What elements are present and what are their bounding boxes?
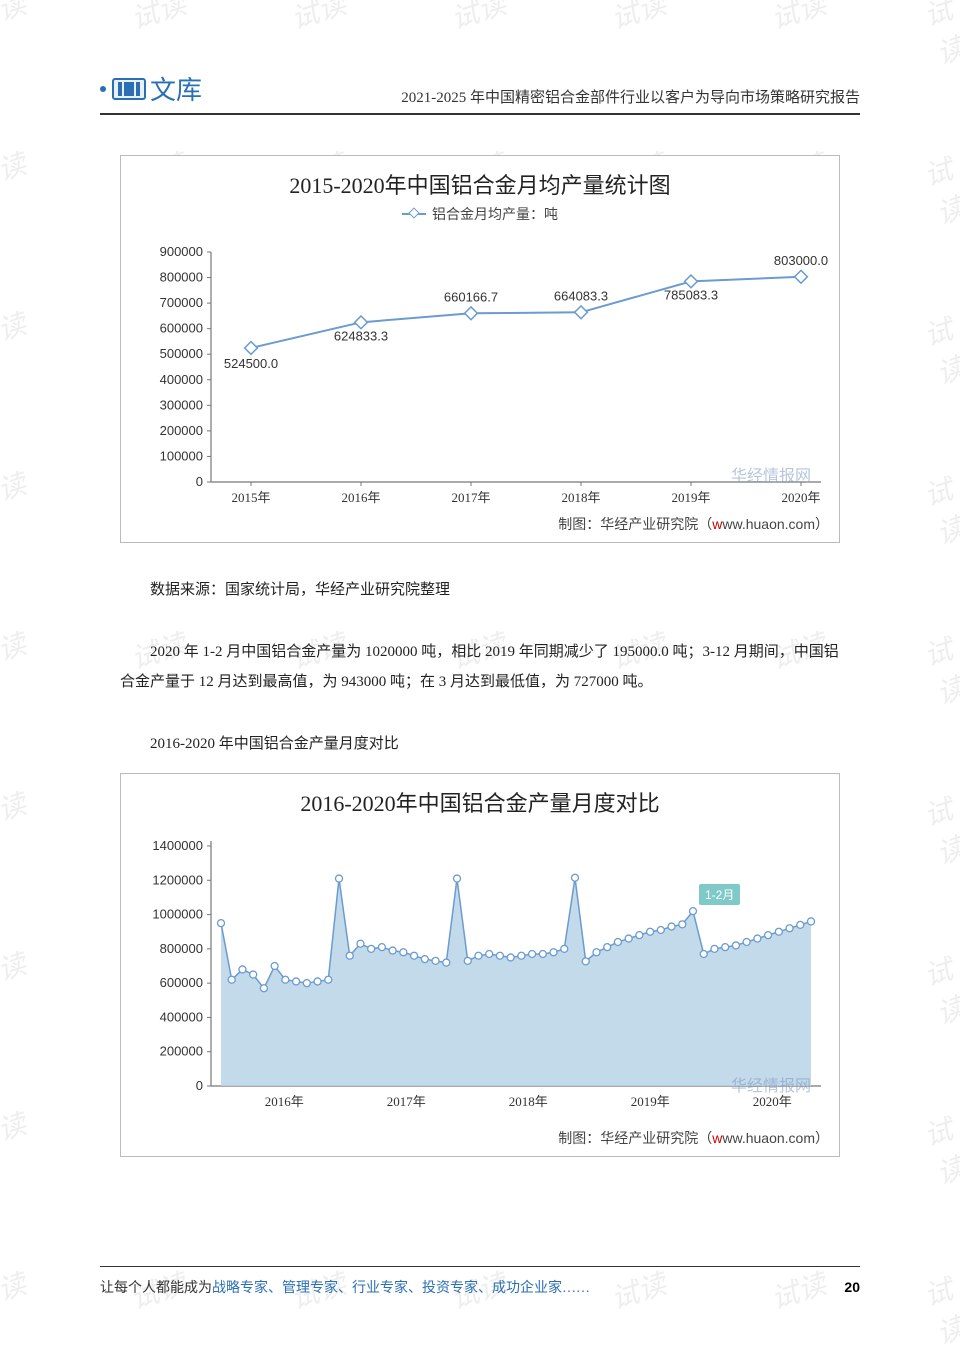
svg-text:1000000: 1000000 <box>152 907 203 922</box>
page-number: 20 <box>844 1279 860 1295</box>
chart2-badge: 1-2月 <box>699 884 740 905</box>
svg-text:1200000: 1200000 <box>152 872 203 887</box>
logo-text: 文库 <box>150 70 202 107</box>
svg-text:400000: 400000 <box>160 1009 203 1024</box>
svg-text:2018年: 2018年 <box>509 1094 548 1109</box>
svg-text:2015年: 2015年 <box>231 490 270 505</box>
chart2-title: 2016-2020年中国铝合金产量月度对比 <box>131 786 829 818</box>
legend-marker-icon <box>402 213 426 215</box>
footer-lead: 让每个人都能成为 <box>100 1281 212 1296</box>
svg-text:800000: 800000 <box>160 270 203 285</box>
svg-text:400000: 400000 <box>160 372 203 387</box>
page-header: 文库 2021-2025 年中国精密铝合金部件行业以客户为导向市场策略研究报告 <box>100 70 860 115</box>
svg-text:2020年: 2020年 <box>781 490 820 505</box>
svg-text:524500.0: 524500.0 <box>224 356 278 371</box>
svg-text:800000: 800000 <box>160 941 203 956</box>
chart1-footer: 制图：华经产业研究院（www.huaon.com） <box>131 514 829 534</box>
chart1-legend: 铝合金月均产量：吨 <box>131 204 829 224</box>
svg-text:600000: 600000 <box>160 321 203 336</box>
chart1-footer-w: w <box>712 516 722 532</box>
svg-text:664083.3: 664083.3 <box>554 288 608 303</box>
svg-text:624833.3: 624833.3 <box>334 328 388 343</box>
svg-text:2019年: 2019年 <box>671 490 710 505</box>
svg-text:2016年: 2016年 <box>265 1094 304 1109</box>
chart2-source-watermark: 华经情报网 <box>731 1072 811 1096</box>
svg-text:200000: 200000 <box>160 423 203 438</box>
body-paragraph-1: 2020 年 1-2 月中国铝合金产量为 1020000 吨，相比 2019 年… <box>120 637 840 697</box>
chart2-footer: 制图：华经产业研究院（www.huaon.com） <box>131 1128 829 1148</box>
svg-text:2017年: 2017年 <box>451 490 490 505</box>
svg-text:2016年: 2016年 <box>341 490 380 505</box>
chart2-plot: 0 200000 400000 600000 800000 1000000 1200000 1… <box>131 826 829 1126</box>
svg-text:660166.7: 660166.7 <box>444 289 498 304</box>
chart-monthly-compare: 2016-2020年中国铝合金产量月度对比 0 200000 400000 60000… <box>120 773 840 1157</box>
chart1-footer-prefix: 制图：华经产业研究院（ <box>558 516 712 532</box>
svg-text:900000: 900000 <box>160 244 203 259</box>
logo-icon <box>112 78 146 100</box>
site-logo: 文库 <box>100 70 202 107</box>
chart1-source-watermark: 华经情报网 <box>731 462 811 486</box>
svg-text:0: 0 <box>196 1078 203 1093</box>
svg-text:300000: 300000 <box>160 397 203 412</box>
chart2-footer-prefix: 制图：华经产业研究院（ <box>558 1130 712 1146</box>
svg-text:0: 0 <box>196 474 203 489</box>
svg-text:803000.0: 803000.0 <box>774 253 828 268</box>
chart1-plot: 0 100000 200000 300000 400000 500000 600000 700… <box>131 232 829 512</box>
chart2-footer-rest: ww.huaon.com） <box>722 1130 829 1146</box>
svg-text:785083.3: 785083.3 <box>664 287 718 302</box>
svg-text:2017年: 2017年 <box>387 1094 426 1109</box>
svg-text:2018年: 2018年 <box>561 490 600 505</box>
chart1-title: 2015-2020年中国铝合金月均产量统计图 <box>131 168 829 200</box>
svg-text:2019年: 2019年 <box>631 1094 670 1109</box>
page-footer: 让每个人都能成为战略专家、管理专家、行业专家、投资专家、成功企业家…… 20 <box>100 1266 860 1297</box>
chart2-footer-w: w <box>712 1130 722 1146</box>
chart-monthly-avg: 2015-2020年中国铝合金月均产量统计图 铝合金月均产量：吨 0 100000… <box>120 155 840 543</box>
report-title: 2021-2025 年中国精密铝合金部件行业以客户为导向市场策略研究报告 <box>401 86 860 107</box>
svg-text:1400000: 1400000 <box>152 838 203 853</box>
chart1-legend-text: 铝合金月均产量：吨 <box>432 204 558 224</box>
svg-text:700000: 700000 <box>160 295 203 310</box>
svg-text:500000: 500000 <box>160 346 203 361</box>
svg-text:2020年: 2020年 <box>753 1094 792 1109</box>
subheading: 2016-2020 年中国铝合金产量月度对比 <box>120 729 840 759</box>
svg-text:600000: 600000 <box>160 975 203 990</box>
chart1-footer-rest: ww.huaon.com） <box>722 516 829 532</box>
svg-text:100000: 100000 <box>160 448 203 463</box>
svg-text:200000: 200000 <box>160 1044 203 1059</box>
footer-blue: 战略专家、管理专家、行业专家、投资专家、成功企业家…… <box>212 1281 590 1296</box>
data-source-line: 数据来源：国家统计局，华经产业研究院整理 <box>120 575 840 605</box>
